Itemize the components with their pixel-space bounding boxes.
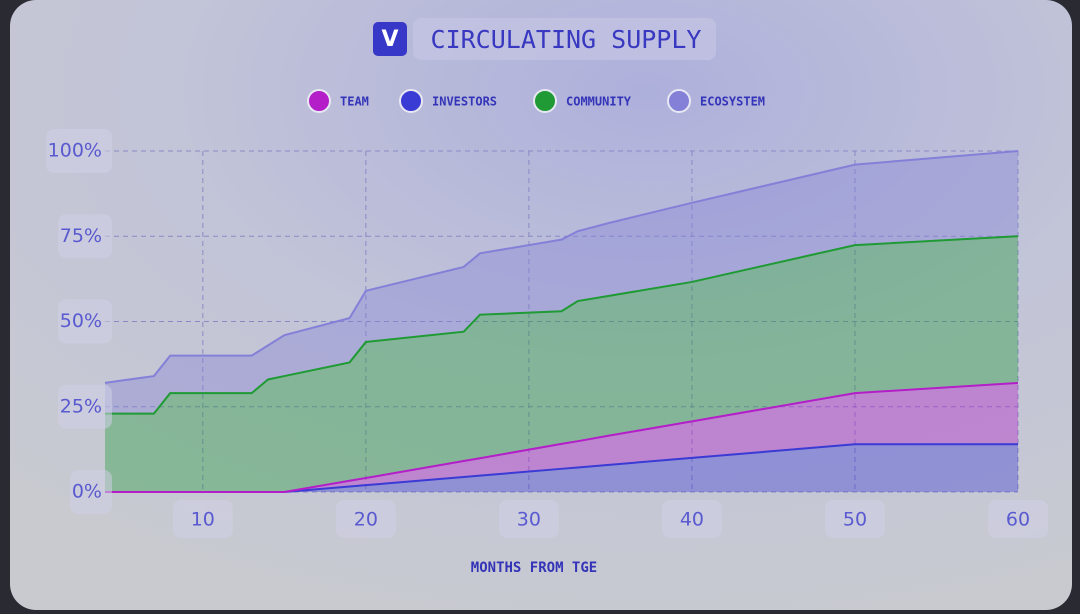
x-tick-label: 10 [191, 509, 215, 531]
card [10, 0, 1072, 610]
legend-label: TEAM [340, 95, 369, 109]
area [105, 444, 1018, 492]
legend-label: INVESTORS [432, 95, 497, 109]
x-tick-box [661, 500, 722, 538]
ticks: 0% 25% 50% 75% 100% 10 20 30 40 50 60 [46, 129, 1048, 538]
area [105, 382, 1018, 492]
y-tick-box [58, 214, 112, 259]
area-line [105, 381, 1019, 493]
legend-swatch [307, 89, 331, 113]
x-tick-label: 50 [843, 509, 867, 531]
grid [105, 150, 1019, 493]
legend-swatch [667, 89, 691, 113]
legend-swatch [399, 89, 423, 113]
legend-label: COMMUNITY [566, 95, 632, 109]
x-tick-box [824, 500, 885, 538]
y-tick-label: 50% [60, 310, 102, 332]
title-box [413, 18, 716, 60]
y-tick-box [58, 384, 112, 429]
legend-label: ECOSYSTEM [700, 95, 765, 109]
area [105, 151, 1018, 414]
areas [104, 150, 1019, 493]
y-tick-box [70, 470, 112, 514]
x-tick-label: 60 [1006, 509, 1030, 531]
y-tick-box [46, 129, 112, 173]
x-tick-box [172, 500, 233, 538]
x-tick-box [498, 500, 559, 538]
y-tick-label: 25% [60, 395, 102, 417]
x-tick-box [988, 500, 1048, 538]
area [105, 236, 1018, 492]
logo: V [381, 27, 398, 52]
y-tick-label: 0% [72, 481, 102, 503]
chart-title: CIRCULATING SUPPLY [431, 25, 702, 54]
x-tick-label: 40 [680, 509, 704, 531]
x-axis-label: MONTHS FROM TGE [471, 560, 597, 576]
logo-box [373, 22, 407, 56]
y-tick-box [58, 299, 112, 344]
y-tick-label: 75% [60, 225, 102, 247]
legend-swatch [533, 89, 557, 113]
area-line [104, 150, 1019, 384]
x-tick-label: 30 [517, 509, 541, 531]
x-tick-box [335, 500, 396, 538]
area-line [105, 235, 1019, 415]
x-tick-label: 20 [354, 509, 378, 531]
legend: TEAM INVESTORS COMMUNITY ECOSYSTEM [307, 89, 765, 113]
y-tick-label: 100% [48, 140, 102, 162]
